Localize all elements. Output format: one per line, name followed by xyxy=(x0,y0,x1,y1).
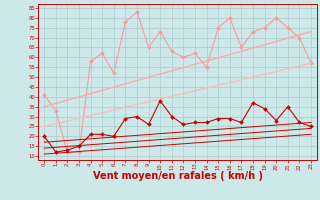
X-axis label: Vent moyen/en rafales ( km/h ): Vent moyen/en rafales ( km/h ) xyxy=(92,171,263,181)
